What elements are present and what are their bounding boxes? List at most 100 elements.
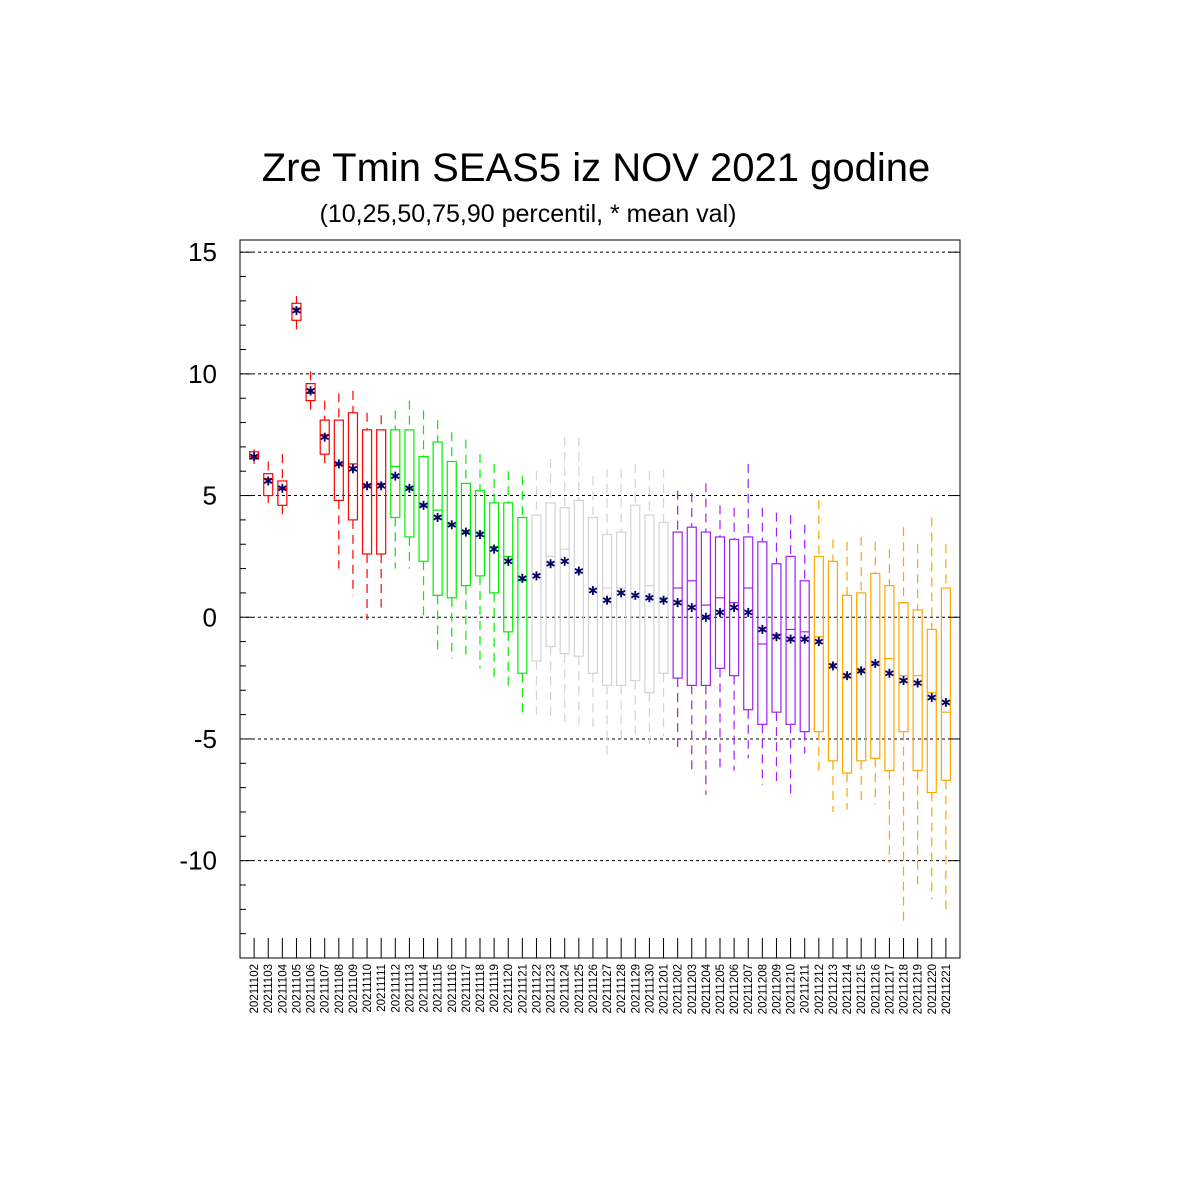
iqr-box — [376, 429, 387, 555]
iqr-box — [333, 419, 344, 502]
box-plot — [418, 410, 429, 618]
mean-marker — [263, 476, 273, 486]
x-tick-label: 20211122 — [531, 964, 543, 1013]
x-tick-label: 20211116 — [447, 964, 459, 1013]
x-tick-label: 20211110 — [362, 964, 374, 1013]
mean-marker — [475, 530, 485, 540]
x-tick-label: 20211115 — [433, 964, 445, 1013]
mean-marker — [616, 588, 626, 598]
iqr-box — [559, 507, 570, 655]
box-plot — [616, 468, 627, 744]
iqr-box — [305, 383, 316, 402]
x-tick-label: 20211202 — [673, 964, 685, 1014]
box-plot — [856, 536, 867, 805]
x-tick-label: 20211203 — [687, 964, 699, 1014]
mean-marker — [673, 598, 682, 608]
mean-marker — [390, 471, 400, 481]
mean-marker — [447, 520, 457, 530]
iqr-box — [474, 490, 486, 577]
mean-marker — [856, 666, 866, 676]
iqr-box — [940, 587, 951, 781]
x-tick-label: 20211129 — [630, 964, 642, 1013]
x-tick-label: 20211215 — [856, 964, 868, 1014]
box-plot — [912, 544, 923, 888]
x-tick-label: 20211105 — [291, 964, 303, 1013]
iqr-box — [503, 502, 514, 633]
mean-marker — [489, 544, 499, 554]
x-tick-label: 20211217 — [884, 964, 896, 1014]
iqr-box — [813, 555, 824, 733]
iqr-box — [517, 516, 528, 674]
box-plot — [361, 412, 373, 620]
mean-marker — [249, 452, 259, 462]
y-tick-label: -10 — [179, 846, 217, 876]
box-plots — [249, 295, 951, 922]
mean-marker — [574, 566, 584, 576]
mean-marker — [532, 571, 541, 581]
iqr-box — [404, 429, 415, 538]
x-tick-label: 20211205 — [715, 964, 727, 1014]
x-tick-label: 20211121 — [517, 964, 529, 1013]
iqr-box — [573, 499, 584, 657]
box-plot — [940, 544, 951, 915]
x-tick-label: 20211126 — [588, 964, 600, 1013]
box-plot — [291, 295, 302, 335]
mean-marker — [786, 634, 795, 644]
mean-marker — [292, 306, 301, 316]
iqr-box — [785, 555, 796, 725]
iqr-box — [799, 580, 810, 733]
box-plot — [672, 490, 683, 752]
mean-marker — [503, 556, 513, 566]
box-plot — [898, 527, 909, 922]
iqr-box — [347, 412, 359, 521]
mean-marker — [602, 595, 612, 605]
x-tick-label: 20211210 — [786, 964, 798, 1014]
x-tick-label: 20211124 — [560, 963, 572, 1013]
y-tick-label: 0 — [203, 602, 217, 632]
mean-marker — [885, 668, 894, 678]
box-plot — [460, 439, 471, 659]
mean-marker — [630, 590, 640, 600]
mean-marker — [546, 559, 555, 569]
x-tick-label: 20211127 — [602, 964, 614, 1013]
box-plot — [813, 500, 824, 771]
x-tick-label: 20211207 — [743, 964, 755, 1014]
x-tick-label: 20211103 — [263, 964, 275, 1013]
mean-marker — [376, 481, 386, 491]
box-plot — [884, 549, 895, 864]
box-plot — [870, 541, 881, 805]
iqr-box — [644, 514, 655, 694]
mean-marker — [278, 483, 287, 493]
box-plot — [771, 512, 782, 783]
mean-marker — [772, 632, 781, 642]
mean-marker — [701, 612, 711, 622]
x-tick-label: 20211221 — [941, 964, 953, 1014]
iqr-box — [446, 460, 457, 599]
box-plot — [743, 463, 754, 759]
iqr-box — [729, 538, 740, 677]
box-plot — [474, 454, 486, 669]
y-tick-label: -5 — [194, 724, 217, 754]
chart-title: Zre Tmin SEAS5 iz NOV 2021 godine — [262, 146, 930, 190]
mean-marker — [913, 678, 922, 688]
mean-marker — [645, 593, 654, 603]
box-plot — [531, 471, 542, 718]
x-tick-label: 20211201 — [659, 964, 671, 1014]
iqr-box — [616, 531, 627, 687]
mean-marker — [518, 573, 527, 583]
mean-marker — [842, 671, 852, 681]
iqr-box — [263, 473, 274, 497]
iqr-box — [757, 541, 768, 725]
mean-marker — [362, 481, 372, 491]
x-tick-label: 20211111 — [376, 964, 388, 1012]
iqr-box — [460, 482, 471, 587]
plot-frame — [239, 239, 961, 959]
x-tick-label: 20211216 — [870, 964, 882, 1014]
x-tick-label: 20211102 — [249, 964, 261, 1013]
iqr-box — [361, 429, 373, 555]
box-plot — [700, 483, 711, 795]
x-tick-label: 20211123 — [546, 964, 558, 1013]
box-plot — [573, 437, 584, 725]
mean-marker — [659, 595, 668, 605]
